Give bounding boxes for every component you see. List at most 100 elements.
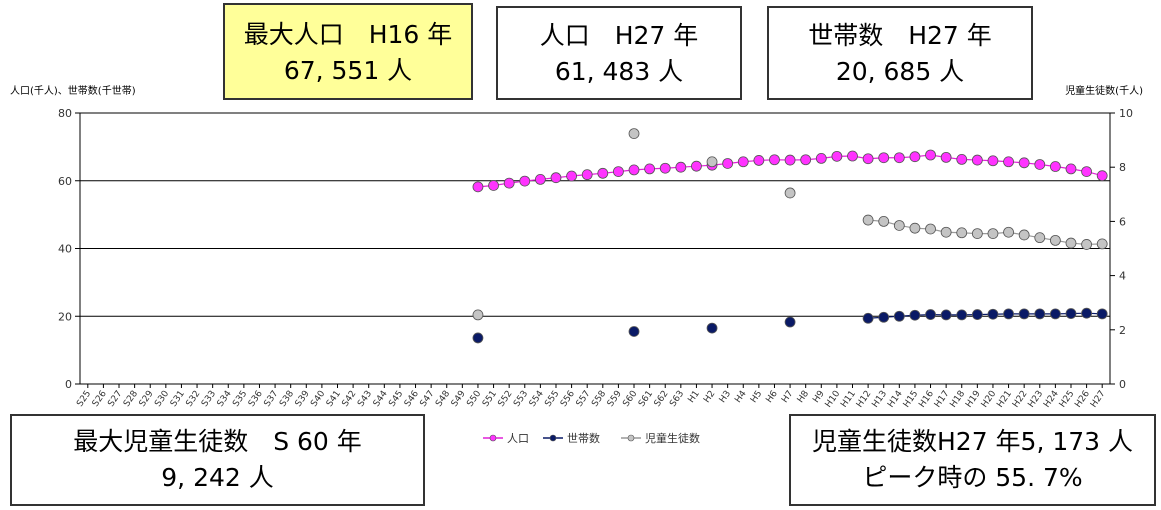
data-point (1049, 234, 1061, 246)
left-tick-label: 0 (65, 378, 72, 391)
data-point (971, 309, 983, 320)
x-tick-label: S33 (200, 389, 218, 409)
data-point (534, 173, 546, 185)
left-axis-title: 人口(千人)、世帯数(千世帯) (10, 84, 136, 97)
data-point (706, 156, 718, 168)
x-tick-label: S52 (497, 389, 515, 409)
x-tick-label: H27 (1089, 389, 1108, 410)
data-point (893, 220, 905, 231)
x-tick-label: H15 (902, 389, 921, 410)
x-tick-label: H5 (749, 389, 764, 405)
x-tick-label: S55 (543, 389, 561, 409)
data-point (737, 156, 749, 168)
households-value: 20, 685 人 (835, 57, 965, 86)
data-point (987, 155, 999, 167)
data-point (472, 309, 484, 321)
data-points (472, 128, 1108, 344)
x-tick-label: S51 (481, 389, 499, 409)
data-point (644, 163, 656, 175)
data-point (706, 322, 718, 334)
x-tick-label: S60 (621, 389, 639, 409)
population-title: 人口 H27 年 (539, 21, 699, 50)
x-tick-label: S59 (606, 389, 624, 409)
x-tick-label: S40 (309, 389, 327, 409)
data-point (956, 227, 968, 239)
data-point (597, 167, 609, 179)
x-tick-label: H12 (855, 389, 874, 410)
data-point (862, 312, 874, 324)
left-tick-label: 20 (58, 310, 72, 323)
data-point (1018, 229, 1030, 241)
x-tick-label: H7 (780, 389, 795, 405)
legend-label: 児童生徒数 (645, 431, 700, 445)
legend-label: 人口 (507, 432, 529, 445)
x-tick-label: S32 (184, 389, 202, 409)
data-point (1003, 156, 1014, 168)
x-tick-label: S49 (450, 389, 468, 409)
x-tick-label: H11 (839, 389, 858, 410)
data-point (1034, 232, 1046, 244)
right-tick-label: 0 (1119, 378, 1126, 391)
max-population-title: 最大人口 H16 年 (243, 20, 453, 49)
x-tick-label: H18 (949, 389, 968, 410)
right-axis-title: 児童生徒数(千人) (1065, 84, 1143, 97)
x-tick-label: S44 (372, 389, 390, 409)
x-tick-label: H8 (796, 389, 812, 405)
data-point (971, 228, 983, 239)
data-point (878, 215, 890, 227)
data-point (628, 128, 640, 139)
students-h27-title: 児童生徒数H27 年5, 173 人 (811, 427, 1134, 456)
data-point (519, 175, 531, 187)
data-point (1096, 308, 1108, 320)
data-point (488, 180, 499, 191)
data-point (1034, 159, 1046, 170)
data-point (956, 154, 968, 165)
x-tick-label: S26 (91, 389, 109, 409)
data-point (1049, 308, 1061, 320)
data-point (503, 177, 515, 189)
data-point (472, 181, 484, 193)
legend-marker (549, 434, 557, 442)
data-point (878, 152, 890, 164)
data-point (940, 309, 952, 321)
data-point (987, 308, 999, 320)
x-tick-label: S48 (434, 389, 452, 409)
right-tick-label: 2 (1119, 324, 1126, 337)
x-tick-label: S27 (106, 389, 124, 409)
x-tick-label: S63 (668, 389, 686, 409)
x-tick-label: H6 (765, 389, 781, 405)
data-point (971, 154, 983, 166)
x-tick-label: H3 (718, 389, 733, 405)
data-point (862, 153, 874, 165)
data-point (909, 151, 921, 163)
x-tick-label: S57 (575, 389, 593, 409)
data-point (722, 158, 734, 169)
right-tick-label: 4 (1119, 270, 1126, 283)
x-tick-label: S47 (419, 389, 437, 409)
left-axis-ticks: 0 20 40 60 80 (58, 107, 80, 391)
students-h27-value: ピーク時の 55. 7% (862, 463, 1083, 492)
data-point (800, 154, 812, 166)
max-population-value: 67, 551 人 (283, 56, 413, 85)
data-point (893, 310, 905, 322)
data-point (831, 150, 843, 162)
x-tick-label: S41 (325, 389, 343, 409)
x-axis-ticks: S25S26S27S28S29S30S31S32S33S34S35S36S37S… (75, 384, 1108, 410)
data-point (1065, 237, 1077, 249)
data-point (1018, 308, 1030, 320)
x-tick-label: H14 (886, 389, 905, 410)
population-value: 61, 483 人 (554, 57, 684, 86)
x-tick-label: H16 (917, 389, 936, 410)
households-box: 世帯数 H27 年 20, 685 人 (767, 6, 1033, 100)
legend-marker (627, 434, 635, 442)
x-tick-label: S37 (262, 389, 280, 409)
students-h27-box: 児童生徒数H27 年5, 173 人 ピーク時の 55. 7% (789, 414, 1156, 506)
max-students-value: 9, 242 人 (161, 463, 274, 492)
data-point (769, 154, 780, 166)
x-tick-label: H4 (733, 389, 749, 405)
x-tick-label: H22 (1011, 389, 1030, 410)
x-tick-label: H13 (871, 389, 890, 410)
data-point (909, 309, 921, 321)
right-axis-ticks: 0 2 4 6 8 10 (1110, 107, 1133, 391)
x-tick-label: S62 (653, 389, 671, 409)
